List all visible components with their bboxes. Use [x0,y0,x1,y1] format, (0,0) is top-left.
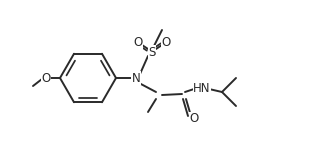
Text: HN: HN [193,81,211,94]
Text: O: O [133,36,143,48]
Text: O: O [41,72,51,84]
Text: O: O [161,36,170,48]
Text: N: N [132,72,141,84]
Text: S: S [148,45,156,58]
Text: O: O [189,112,199,126]
